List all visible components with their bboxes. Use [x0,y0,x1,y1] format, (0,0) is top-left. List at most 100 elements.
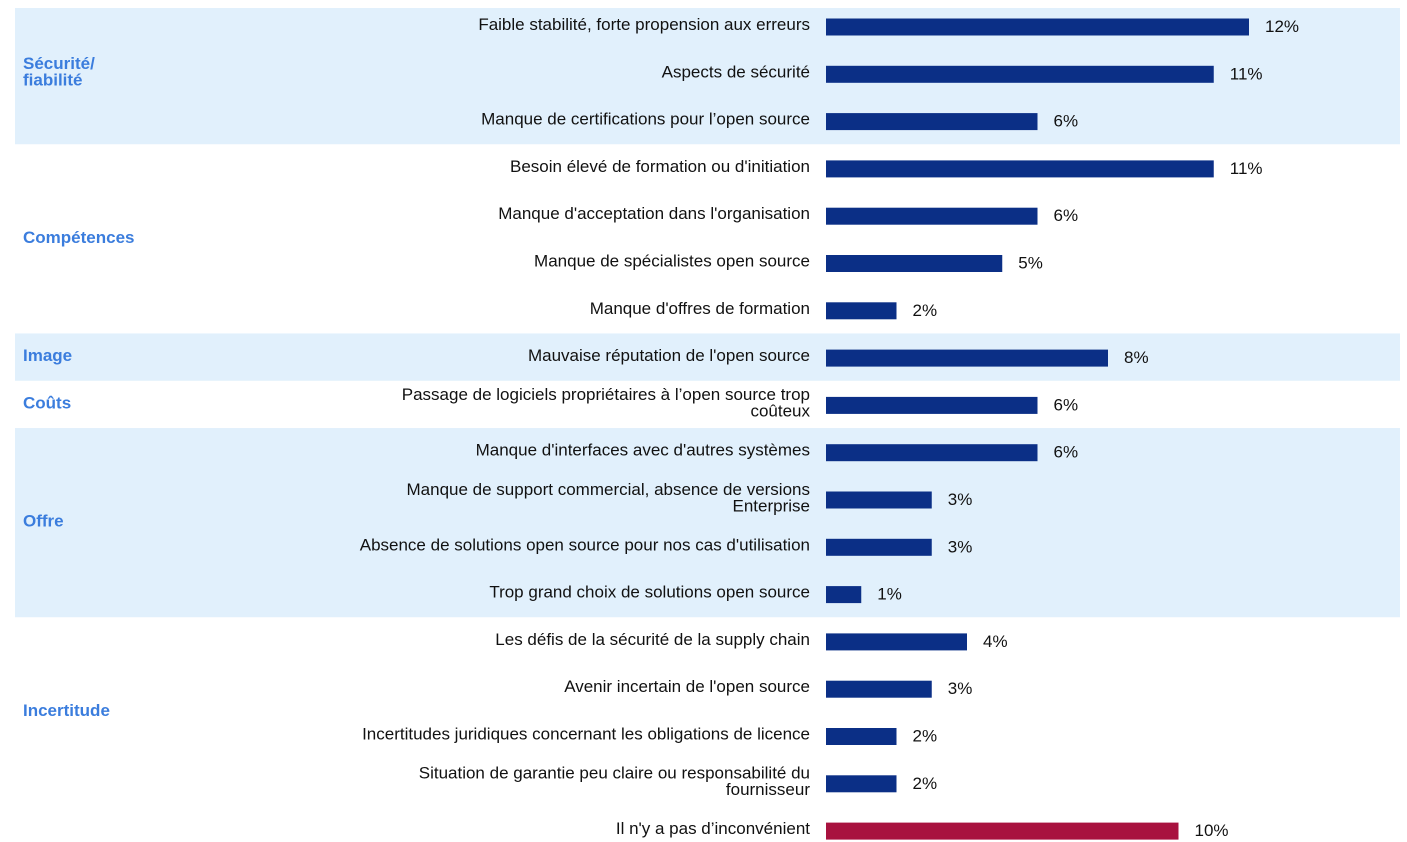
category-label-line: Aspects de sécurité [662,63,810,82]
bar [826,302,897,320]
value-label-line: 2% [913,727,938,746]
category-label-line: Manque d'offres de formation [590,299,810,318]
bar [826,775,897,793]
value-label: 2% [913,727,938,746]
category-label: Faible stabilité, forte propension aux e… [478,15,810,34]
group-label: Coûts [23,394,71,413]
category-label: Manque d'interfaces avec d'autres systèm… [476,441,810,460]
value-label: 6% [1054,112,1079,131]
value-label: 1% [877,585,902,604]
value-label-line: 2% [913,301,938,320]
group-band [15,428,1400,618]
bar [826,160,1214,178]
category-label-line: Absence de solutions open source pour no… [360,536,810,555]
category-label-line: Manque d'acceptation dans l'organisation [498,205,810,224]
value-label: 12% [1265,17,1299,36]
category-label: Passage de logiciels propriétaires à l’o… [402,386,811,422]
value-label-line: 6% [1054,112,1079,131]
group-label-line: Sécurité/ [23,55,95,74]
category-label: Besoin élevé de formation ou d'initiatio… [510,157,810,176]
category-label: Manque de certifications pour l’open sou… [481,110,810,129]
value-label-line: 10% [1195,822,1229,841]
value-label-line: 6% [1054,443,1079,462]
category-label: Il n'y a pas d’inconvénient [616,820,810,839]
category-label-line: Trop grand choix de solutions open sourc… [489,583,810,602]
value-label-line: 6% [1054,207,1079,226]
value-label-line: 3% [948,490,973,509]
category-label-line: Avenir incertain de l'open source [564,678,810,697]
group-band [15,333,1400,381]
group-label: Image [23,347,72,366]
bar [826,491,932,509]
category-label: Incertitudes juridiques concernant les o… [362,725,810,744]
group-label-line: Compétences [23,228,134,247]
group-label-line: fiabilité [23,71,83,90]
value-label-line: 11% [1230,65,1263,84]
bar [826,444,1038,462]
category-label-line: fournisseur [726,781,810,800]
category-label-line: Incertitudes juridiques concernant les o… [362,725,810,744]
value-label: 5% [1018,254,1043,273]
category-label-line: coûteux [750,402,810,421]
bar [826,680,932,698]
value-label-line: 2% [913,774,938,793]
category-label-line: Faible stabilité, forte propension aux e… [478,15,810,34]
group-label: Compétences [23,228,134,247]
value-label-line: 6% [1054,396,1079,415]
category-label: Les défis de la sécurité de la supply ch… [495,630,810,649]
value-label-line: 3% [948,680,973,699]
value-label-line: 5% [1018,254,1043,273]
category-label-line: Il n'y a pas d’inconvénient [616,820,810,839]
bar [826,65,1214,83]
value-label: 6% [1054,443,1079,462]
bar [826,822,1179,840]
category-label: Manque d'acceptation dans l'organisation [498,205,810,224]
category-label-line: Les défis de la sécurité de la supply ch… [495,630,810,649]
category-label-line: Situation de garantie peu claire ou resp… [419,764,810,783]
category-label-line: Besoin élevé de formation ou d'initiatio… [510,157,810,176]
category-label: Trop grand choix de solutions open sourc… [489,583,810,602]
value-label-line: 8% [1124,349,1149,368]
value-label: 11% [1230,65,1263,84]
group-label-line: Offre [23,512,64,531]
category-label-line: Enterprise [733,497,810,516]
bar [826,396,1038,414]
category-label-line: Passage de logiciels propriétaires à l’o… [402,386,810,405]
value-label: 6% [1054,207,1079,226]
category-label: Mauvaise réputation de l'open source [528,347,810,366]
value-label: 3% [948,680,973,699]
value-label: 10% [1195,822,1229,841]
bar [826,728,897,745]
category-label: Manque de spécialistes open source [534,252,810,271]
category-label: Avenir incertain de l'open source [564,678,810,697]
value-label: 3% [948,538,973,557]
category-label-line: Manque de support commercial, absence de… [407,480,811,499]
group-label-line: Image [23,347,72,366]
bar [826,207,1038,225]
value-label: 6% [1054,396,1079,415]
category-label: Absence de solutions open source pour no… [360,536,810,555]
bar [826,538,932,556]
group-label: Sécurité/fiabilité [23,55,95,91]
group-label: Incertitude [23,701,110,720]
value-label: 11% [1230,159,1263,178]
value-label-line: 12% [1265,17,1299,36]
bar [826,113,1038,131]
value-label-line: 3% [948,538,973,557]
group-label-line: Incertitude [23,701,110,720]
value-label-line: 1% [877,585,902,604]
category-label: Manque d'offres de formation [590,299,810,318]
category-label: Aspects de sécurité [662,63,810,82]
bar [826,633,967,651]
value-label-line: 4% [983,632,1008,651]
bar [826,255,1003,272]
category-label-line: Manque d'interfaces avec d'autres systèm… [476,441,810,460]
category-label: Manque de support commercial, absence de… [407,480,811,516]
value-label: 4% [983,632,1008,651]
category-label: Situation de garantie peu claire ou resp… [419,764,811,800]
value-label: 2% [913,774,938,793]
value-label: 8% [1124,349,1149,368]
bar [826,586,862,604]
value-label: 3% [948,490,973,509]
